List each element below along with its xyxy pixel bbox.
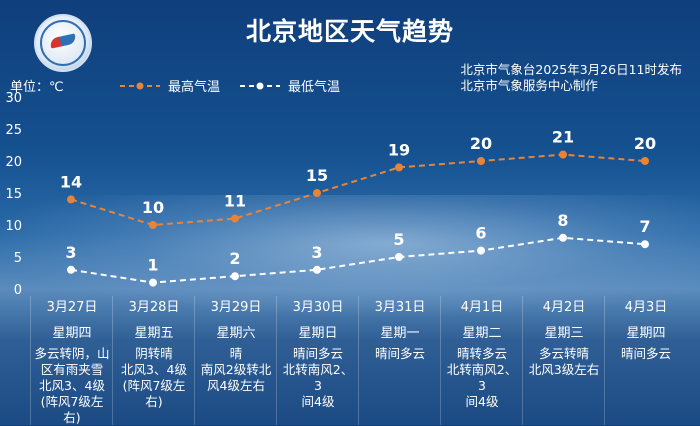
day-weekday: 星期四 bbox=[626, 326, 666, 341]
day-description: 晴间多云 bbox=[620, 346, 671, 361]
data-label-high: 20 bbox=[470, 134, 492, 153]
day-column: 3月29日星期六晴 南风2级转北 风4级左右 bbox=[194, 296, 277, 425]
day-columns: 3月27日 星期四 多云转阴，山 区有雨夹雪 北风3、4级 (阵风7级左 右) 3月2… bbox=[30, 296, 686, 425]
data-point-high bbox=[395, 163, 403, 172]
day-description: 晴 南风2级转北 风4级左右 bbox=[200, 346, 272, 393]
day-column: 4月3日星期四晴间多云 bbox=[604, 296, 687, 425]
data-point-low bbox=[149, 278, 157, 287]
data-label-low: 7 bbox=[639, 217, 650, 236]
data-point-low bbox=[477, 246, 485, 255]
data-label-high: 14 bbox=[60, 172, 82, 191]
day-date: 3月28日 bbox=[128, 300, 180, 315]
data-label-low: 2 bbox=[229, 249, 240, 268]
data-label-high: 20 bbox=[634, 134, 656, 153]
day-description: 阴转晴 北风3、4级 (阵风7级左 右) bbox=[121, 346, 187, 409]
day-date: 3月29日 bbox=[210, 300, 262, 315]
source-line-2: 北京市气象服务中心制作 bbox=[460, 78, 598, 93]
data-point-low bbox=[313, 265, 321, 274]
day-column: 4月1日星期二晴转多云 北转南风2、3 间4级 bbox=[440, 296, 523, 425]
day-date: 4月3日 bbox=[624, 300, 668, 315]
day-description: 晴间多云 北转南风2、3 间4级 bbox=[282, 346, 354, 409]
data-point-low bbox=[559, 233, 567, 242]
data-point-high bbox=[641, 157, 649, 165]
y-tick-label: 0 bbox=[14, 283, 22, 298]
legend-high-line-icon bbox=[120, 82, 160, 89]
day-weekday: 星期四 bbox=[52, 326, 92, 341]
legend-item-low: 最低气温 bbox=[238, 76, 340, 95]
data-label-low: 6 bbox=[475, 224, 486, 243]
unit-label: 单位：℃ bbox=[10, 80, 64, 95]
day-description: 晴间多云 bbox=[374, 346, 425, 361]
day-description: 多云转晴 北风3级左右 bbox=[528, 346, 600, 377]
day-weekday: 星期五 bbox=[134, 326, 174, 341]
day-weekday: 星期日 bbox=[298, 326, 338, 341]
legend-low-line-icon bbox=[240, 82, 281, 89]
data-point-low bbox=[641, 240, 649, 249]
y-tick-label: 15 bbox=[5, 187, 22, 202]
data-label-high: 10 bbox=[142, 198, 164, 217]
data-point-high bbox=[313, 189, 321, 197]
data-label-low: 1 bbox=[147, 256, 158, 275]
data-point-high bbox=[477, 157, 485, 165]
data-point-low bbox=[67, 265, 75, 274]
day-weekday: 星期三 bbox=[544, 326, 584, 341]
day-column: 4月2日星期三多云转晴 北风3级左右 bbox=[522, 296, 605, 425]
data-label-low: 5 bbox=[393, 230, 404, 249]
data-point-high bbox=[231, 214, 239, 223]
day-weekday: 星期二 bbox=[462, 326, 502, 341]
data-point-low bbox=[231, 272, 239, 281]
day-date: 3月27日 bbox=[46, 300, 98, 315]
meteorological-service-logo bbox=[34, 14, 92, 72]
day-column: 3月27日星期四多云转阴，山 区有雨夹雪 北风3、4级 (阵风7级左 右) bbox=[30, 296, 113, 425]
chart-legend: 最高气温 最低气温 bbox=[118, 76, 358, 95]
day-date: 3月31日 bbox=[374, 300, 426, 315]
day-column: 3月31日星期一晴间多云 bbox=[358, 296, 441, 425]
data-point-low bbox=[395, 253, 403, 261]
y-tick-label: 30 bbox=[5, 91, 22, 106]
data-label-high: 21 bbox=[552, 128, 574, 147]
data-point-high bbox=[149, 221, 157, 229]
y-tick-label: 20 bbox=[5, 155, 22, 170]
day-column: 3月28日星期五阴转晴 北风3、4级 (阵风7级左 右) bbox=[112, 296, 195, 425]
data-label-high: 11 bbox=[224, 192, 246, 211]
source-note: 北京市气象台2025年3月26日11时发布 北京市气象服务中心制作 bbox=[460, 62, 682, 94]
day-date: 4月2日 bbox=[542, 300, 586, 315]
legend-item-high: 最高气温 bbox=[118, 76, 220, 95]
y-tick-label: 25 bbox=[5, 123, 22, 138]
data-label-low: 3 bbox=[311, 243, 322, 262]
legend-high-label: 最高气温 bbox=[168, 80, 221, 95]
page-title: 北京地区天气趋势 bbox=[245, 17, 454, 46]
series-line-low bbox=[70, 236, 646, 284]
data-point-high bbox=[67, 195, 75, 204]
day-date: 3月30日 bbox=[292, 300, 344, 315]
y-tick-label: 10 bbox=[5, 219, 22, 234]
data-label-low: 3 bbox=[65, 243, 76, 262]
y-tick-label: 5 bbox=[14, 251, 22, 266]
data-point-high bbox=[559, 150, 567, 159]
logo-ring bbox=[40, 20, 86, 66]
day-description: 晴转多云 北转南风2、3 间4级 bbox=[446, 346, 518, 409]
source-line-1: 北京市气象台2025年3月26日11时发布 bbox=[460, 62, 682, 77]
legend-low-label: 最低气温 bbox=[288, 80, 341, 95]
day-weekday: 星期六 bbox=[216, 326, 256, 341]
data-label-high: 19 bbox=[388, 140, 410, 159]
day-date: 4月1日 bbox=[460, 300, 504, 315]
day-column: 3月30日星期日晴间多云 北转南风2、3 间4级 bbox=[276, 296, 359, 425]
series-line-high bbox=[70, 153, 646, 227]
data-label-low: 8 bbox=[557, 211, 568, 230]
day-description: 多云转阴，山 区有雨夹雪 北风3、4级 (阵风7级左 右) bbox=[34, 346, 110, 425]
data-label-high: 15 bbox=[306, 166, 328, 185]
day-weekday: 星期一 bbox=[380, 326, 420, 341]
